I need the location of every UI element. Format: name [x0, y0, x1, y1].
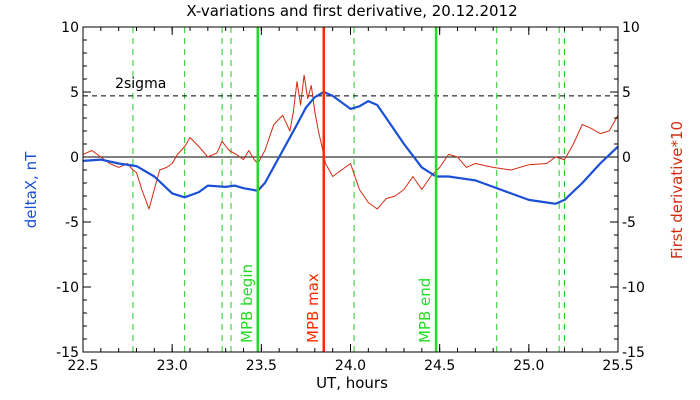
sigma-line-label: 2sigma: [115, 76, 166, 92]
series-line-derivative: [82, 74, 619, 210]
series-line-deltax: [82, 90, 619, 205]
y-tick-label-left-1: 5: [70, 85, 79, 101]
y-axis-label-left: deltaX, nT: [22, 151, 40, 228]
y-tick-label-right-4: -10: [622, 280, 645, 296]
x-tick-label-1: 23.0: [157, 358, 188, 374]
x-tick-label-0: 22.5: [67, 358, 98, 374]
y-tick-label-right-5: -15: [622, 345, 645, 361]
y-tick-label-right-3: -5: [622, 215, 636, 231]
y-axis-label-right: First derivative*10: [668, 121, 686, 259]
y-tick-label-right-2: 0: [622, 150, 631, 166]
x-tick-label-2: 23.5: [246, 358, 277, 374]
chart-title: X-variations and first derivative, 20.12…: [186, 2, 517, 20]
y-tick-label-left-2: 0: [70, 150, 79, 166]
plot-area: 2sigma MPB begin MPB max MPB end 22.5 23.0 23.…: [56, 20, 645, 374]
mpb-label-2: MPB end: [416, 278, 434, 343]
x-axis-label: UT, hours: [316, 374, 388, 392]
y-tick-label-left-3: -5: [65, 215, 79, 231]
y-tick-label-right-1: 5: [622, 85, 631, 101]
y-tick-label-left-4: -10: [56, 280, 79, 296]
mpb-label-0: MPB begin: [238, 264, 256, 343]
y-tick-label-left-5: -15: [56, 345, 79, 361]
y-tick-label-left-0: 10: [61, 20, 79, 36]
x-tick-label-3: 24.0: [335, 358, 366, 374]
x-tick-label-6: 25.5: [602, 358, 633, 374]
mpb-label-1: MPB max: [304, 273, 322, 343]
x-tick-label-4: 24.5: [424, 358, 455, 374]
y-tick-label-right-0: 10: [622, 20, 640, 36]
x-tick-label-5: 25.0: [513, 358, 544, 374]
